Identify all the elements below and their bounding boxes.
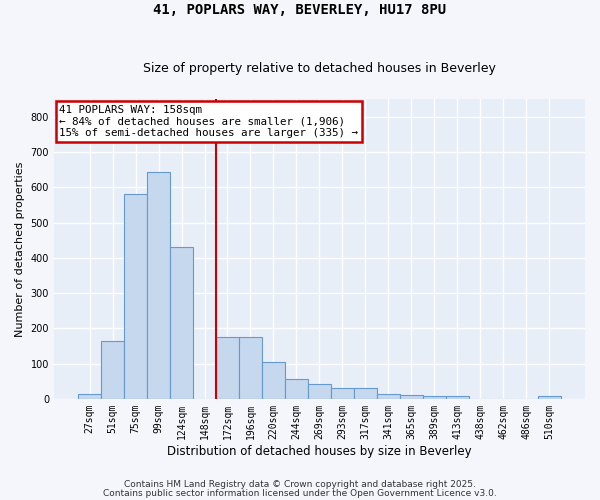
Bar	[239, 337, 262, 399]
Bar	[147, 172, 170, 399]
Bar	[308, 384, 331, 399]
Y-axis label: Number of detached properties: Number of detached properties	[15, 162, 25, 336]
Bar	[285, 378, 308, 399]
Bar	[216, 337, 239, 399]
X-axis label: Distribution of detached houses by size in Beverley: Distribution of detached houses by size …	[167, 444, 472, 458]
Bar	[400, 396, 423, 399]
Bar	[78, 394, 101, 399]
Bar	[124, 194, 147, 399]
Text: 41 POPLARS WAY: 158sqm
← 84% of detached houses are smaller (1,906)
15% of semi-: 41 POPLARS WAY: 158sqm ← 84% of detached…	[59, 105, 358, 138]
Bar	[423, 396, 446, 399]
Bar	[538, 396, 561, 399]
Text: Contains HM Land Registry data © Crown copyright and database right 2025.: Contains HM Land Registry data © Crown c…	[124, 480, 476, 489]
Bar	[262, 362, 285, 399]
Bar	[446, 396, 469, 399]
Title: Size of property relative to detached houses in Beverley: Size of property relative to detached ho…	[143, 62, 496, 74]
Text: Contains public sector information licensed under the Open Government Licence v3: Contains public sector information licen…	[103, 489, 497, 498]
Bar	[354, 388, 377, 399]
Bar	[170, 248, 193, 399]
Text: 41, POPLARS WAY, BEVERLEY, HU17 8PU: 41, POPLARS WAY, BEVERLEY, HU17 8PU	[154, 2, 446, 16]
Bar	[331, 388, 354, 399]
Bar	[377, 394, 400, 399]
Bar	[101, 340, 124, 399]
